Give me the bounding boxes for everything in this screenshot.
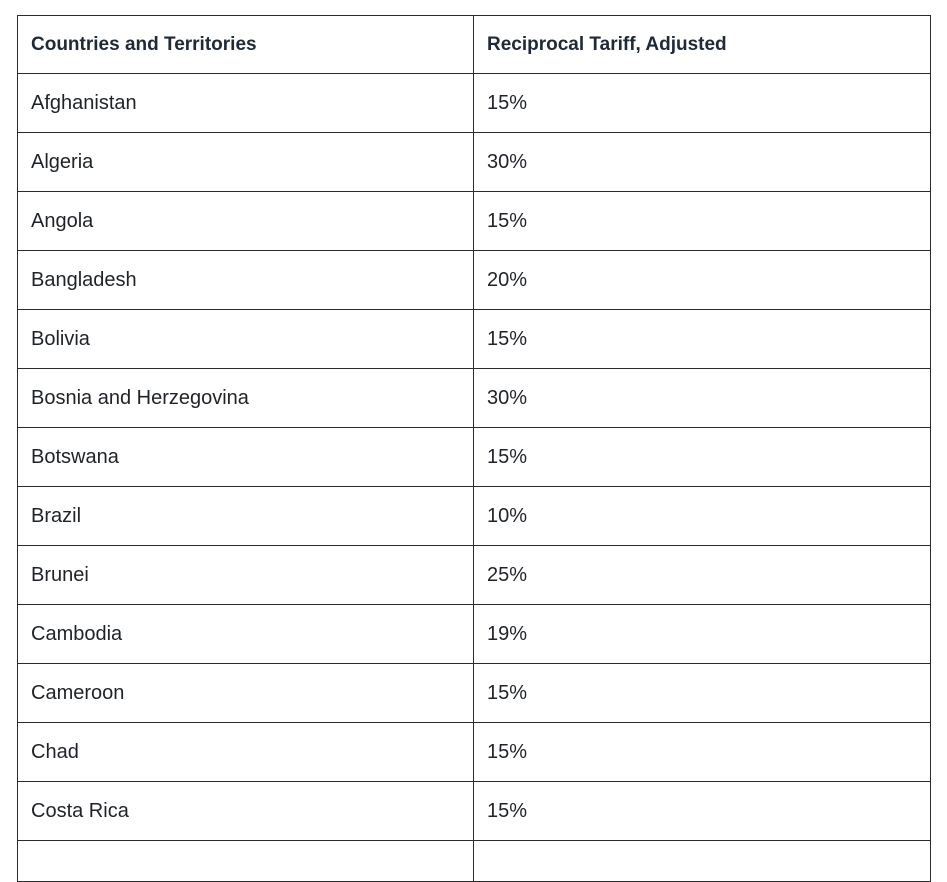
table-row: Brunei 25% <box>17 545 931 605</box>
column-header-tariff: Reciprocal Tariff, Adjusted <box>473 15 931 74</box>
tariff-cell: 10% <box>473 486 931 546</box>
tariff-cell: 15% <box>473 781 931 841</box>
tariff-cell: 30% <box>473 368 931 428</box>
table-row: Bosnia and Herzegovina 30% <box>17 368 931 428</box>
country-cell: Costa Rica <box>17 781 474 841</box>
country-cell: Cambodia <box>17 604 474 664</box>
tariff-cell: 30% <box>473 132 931 192</box>
country-cell: Angola <box>17 191 474 251</box>
country-cell: Botswana <box>17 427 474 487</box>
country-cell: Brunei <box>17 545 474 605</box>
tariff-table-container: Countries and Territories Reciprocal Tar… <box>17 15 931 882</box>
table-row: Brazil 10% <box>17 486 931 546</box>
table-row: Algeria 30% <box>17 132 931 192</box>
country-cell: Bolivia <box>17 309 474 369</box>
table-row: Cambodia 19% <box>17 604 931 664</box>
tariff-cell: 15% <box>473 427 931 487</box>
country-cell: Algeria <box>17 132 474 192</box>
table-row: Botswana 15% <box>17 427 931 487</box>
tariff-cell: 15% <box>473 191 931 251</box>
tariff-cell: 25% <box>473 545 931 605</box>
tariff-cell: 15% <box>473 73 931 133</box>
table-row: Chad 15% <box>17 722 931 782</box>
tariff-cell: 19% <box>473 604 931 664</box>
tariff-cell: 20% <box>473 250 931 310</box>
table-row: Costa Rica 15% <box>17 781 931 841</box>
table-header-row: Countries and Territories Reciprocal Tar… <box>17 15 931 74</box>
table-row: Cameroon 15% <box>17 663 931 723</box>
table-row: Angola 15% <box>17 191 931 251</box>
table-row: Bolivia 15% <box>17 309 931 369</box>
tariff-table: Countries and Territories Reciprocal Tar… <box>17 15 931 882</box>
table-row: Bangladesh 20% <box>17 250 931 310</box>
country-cell: Bosnia and Herzegovina <box>17 368 474 428</box>
tariff-cell: 15% <box>473 309 931 369</box>
country-cell: Chad <box>17 722 474 782</box>
country-cell: Cameroon <box>17 663 474 723</box>
table-row: Afghanistan 15% <box>17 73 931 133</box>
country-cell: Bangladesh <box>17 250 474 310</box>
tariff-cell: 15% <box>473 663 931 723</box>
tariff-cell: 15% <box>473 722 931 782</box>
column-header-country: Countries and Territories <box>17 15 474 74</box>
country-cell: Afghanistan <box>17 73 474 133</box>
country-cell: Brazil <box>17 486 474 546</box>
